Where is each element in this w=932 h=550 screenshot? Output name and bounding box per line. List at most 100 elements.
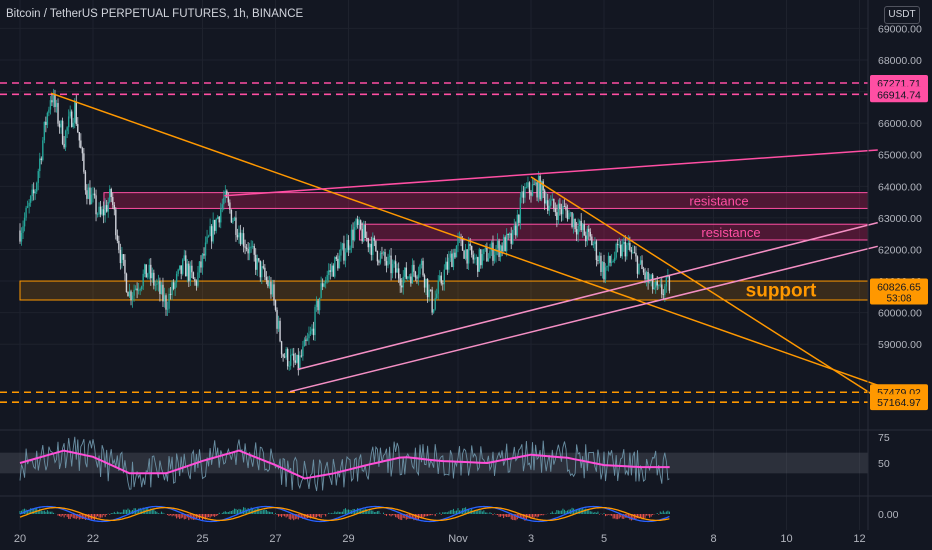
- candle-body: [198, 261, 201, 273]
- candle-body: [74, 102, 76, 123]
- candle-body: [478, 249, 480, 272]
- candle-body: [423, 275, 426, 288]
- candle-body: [382, 252, 385, 254]
- candle-body: [431, 289, 433, 313]
- candle-body: [662, 294, 665, 296]
- level-price-tag: 57164.97: [877, 397, 921, 409]
- candle-body: [166, 308, 169, 310]
- candle-body: [69, 111, 71, 117]
- candle-body: [256, 258, 258, 270]
- candle-body: [347, 239, 350, 251]
- candle-body: [57, 103, 59, 124]
- macd-signal-line: [19, 506, 670, 522]
- candle-body: [537, 176, 540, 198]
- candle-body: [315, 300, 318, 308]
- candle-body: [609, 255, 611, 263]
- candle-body: [426, 278, 429, 298]
- candle-body: [525, 186, 528, 188]
- candle-body: [96, 214, 99, 216]
- candle-body: [78, 132, 81, 141]
- candle-body: [154, 284, 157, 286]
- candle-body: [99, 206, 102, 215]
- candle-body: [112, 196, 114, 205]
- candle-body: [232, 220, 234, 223]
- candle-body: [390, 255, 392, 274]
- candle-body: [454, 252, 456, 258]
- resistance-label: resistance: [701, 225, 760, 240]
- candle-body: [320, 283, 322, 298]
- candle-body: [651, 274, 654, 290]
- candle-body: [580, 220, 582, 231]
- candle-body: [381, 252, 383, 254]
- candle-body: [317, 300, 319, 311]
- candle-body: [218, 216, 220, 223]
- candle-body: [489, 251, 491, 259]
- candle-body: [613, 257, 616, 262]
- candle-body: [229, 202, 231, 210]
- candle-body: [200, 261, 202, 268]
- candle-body: [480, 249, 482, 266]
- candle-body: [574, 218, 576, 230]
- candle-body: [515, 225, 517, 236]
- currency-button[interactable]: USDT: [884, 6, 920, 24]
- candle-body: [323, 283, 325, 287]
- candle-body: [504, 237, 506, 252]
- price-tick-label: 63000.00: [878, 213, 922, 225]
- candle-body: [352, 229, 354, 241]
- candle-body: [131, 295, 134, 300]
- candle-body: [413, 264, 415, 272]
- candle-body: [531, 184, 534, 196]
- candle-body: [630, 249, 633, 253]
- candle-body: [125, 273, 128, 293]
- time-axis: 20 22 25 27 29 Nov 3 5 8 10 12: [14, 533, 866, 545]
- candle-body: [277, 320, 280, 329]
- trendline: [224, 149, 878, 197]
- candle-body: [534, 182, 537, 185]
- candle-body: [25, 207, 27, 218]
- candle-body: [185, 255, 187, 277]
- candle-body: [276, 310, 278, 329]
- candle-body: [627, 243, 630, 246]
- candle-body: [665, 276, 668, 287]
- candle-body: [647, 272, 649, 283]
- price-tick-label: 62000.00: [878, 244, 922, 256]
- price-tick-label: 60000.00: [878, 308, 922, 320]
- candle-body: [373, 237, 376, 241]
- candle-body: [490, 242, 493, 252]
- candle-body: [55, 103, 58, 107]
- candle-body: [550, 200, 552, 206]
- candle-body: [399, 278, 401, 286]
- trendline: [50, 92, 878, 386]
- candle-body: [436, 293, 438, 299]
- candle-body: [133, 289, 135, 296]
- candle-body: [568, 213, 570, 220]
- candle-body: [636, 256, 639, 274]
- candle-body: [594, 241, 596, 245]
- candle-body: [182, 259, 184, 274]
- candle-body: [299, 355, 301, 369]
- candle-body: [419, 265, 421, 275]
- candle-body: [195, 281, 198, 286]
- candle-body: [204, 242, 207, 256]
- candle-body: [210, 226, 213, 242]
- candle-body: [134, 288, 137, 290]
- candle-body: [512, 230, 514, 244]
- candle-body: [331, 265, 333, 272]
- support-label: support: [746, 281, 817, 302]
- candle-body: [283, 356, 286, 358]
- candle-body: [604, 267, 607, 280]
- rsi-line: [19, 436, 670, 492]
- candle-body: [378, 261, 380, 263]
- candle-body: [83, 153, 85, 172]
- candle-body: [297, 354, 300, 369]
- time-tick-label: Nov: [448, 533, 468, 545]
- candle-body: [160, 284, 163, 295]
- candle-body: [355, 219, 357, 228]
- candle-body: [75, 102, 77, 125]
- candle-body: [551, 198, 553, 201]
- rsi-pane: [0, 436, 868, 492]
- candle-body: [582, 224, 584, 231]
- candle-body: [115, 209, 117, 236]
- candle-body: [87, 187, 90, 199]
